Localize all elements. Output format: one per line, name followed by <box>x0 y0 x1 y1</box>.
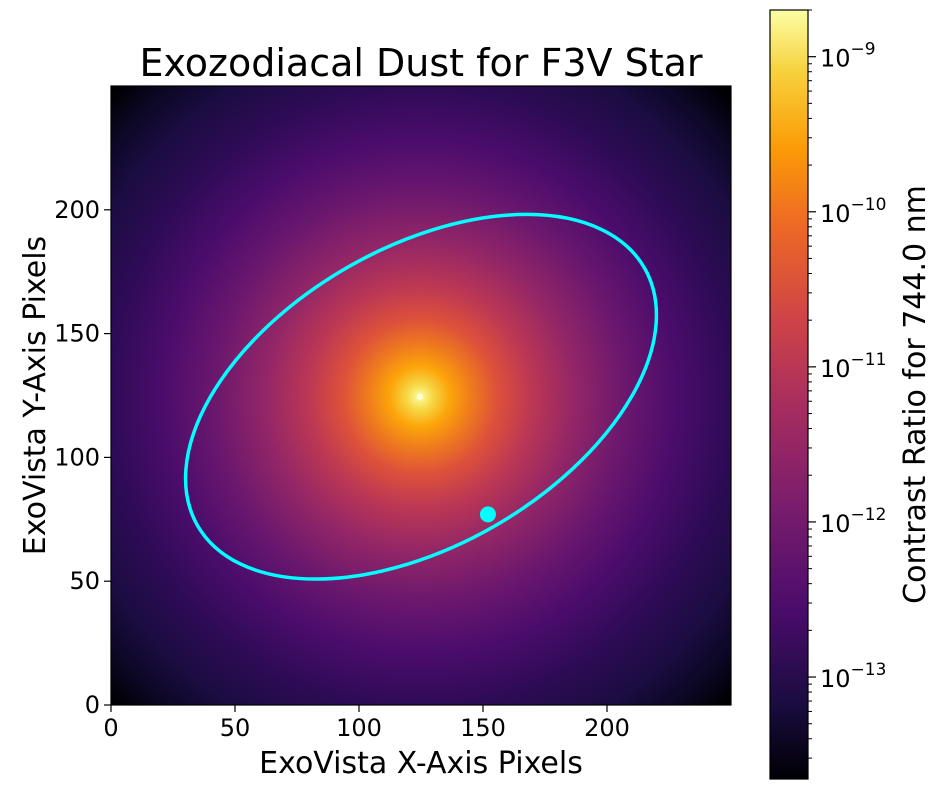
x-tick-label: 50 <box>220 714 251 742</box>
colorbar-bar <box>769 9 809 780</box>
y-tick-label: 50 <box>69 567 100 595</box>
orbit-ellipse <box>183 212 659 581</box>
y-axis: 0 50 100 150 200 <box>54 196 111 719</box>
y-axis-label: ExoVista Y-Axis Pixels <box>18 236 53 555</box>
plot-frame <box>110 85 732 706</box>
orbit-group <box>183 212 659 581</box>
colorbar-tick-label: 10−12 <box>820 505 886 538</box>
colorbar-tick-label: 10−11 <box>820 350 886 383</box>
x-tick-label: 150 <box>460 714 506 742</box>
y-tick-label: 0 <box>85 691 100 719</box>
chart-title: Exozodiacal Dust for F3V Star <box>139 41 702 85</box>
x-axis: 0 50 100 150 200 <box>103 705 630 742</box>
plot-area <box>110 85 732 706</box>
y-tick-label: 200 <box>54 196 100 224</box>
planet-marker <box>479 506 496 523</box>
y-tick-label: 100 <box>54 443 100 471</box>
x-tick-label: 200 <box>584 714 630 742</box>
colorbar-tick-label: 10−13 <box>820 660 886 693</box>
colorbar-ticks: 10−13 10−12 10−11 10−10 10−9 <box>808 40 886 693</box>
colorbar-label: Contrast Ratio for 744.0 nm <box>898 185 933 604</box>
colorbar-minor-ticks <box>808 9 812 759</box>
colorbar: 10−13 10−12 10−11 10−10 10−9 Contrast Ratio … <box>769 9 933 780</box>
x-axis-label: ExoVista X-Axis Pixels <box>259 746 583 781</box>
colorbar-tick-label: 10−9 <box>820 40 876 73</box>
y-tick-label: 150 <box>54 320 100 348</box>
x-tick-label: 0 <box>103 714 118 742</box>
star-marker <box>416 393 423 400</box>
x-tick-label: 100 <box>336 714 382 742</box>
colorbar-tick-label: 10−10 <box>820 195 886 228</box>
